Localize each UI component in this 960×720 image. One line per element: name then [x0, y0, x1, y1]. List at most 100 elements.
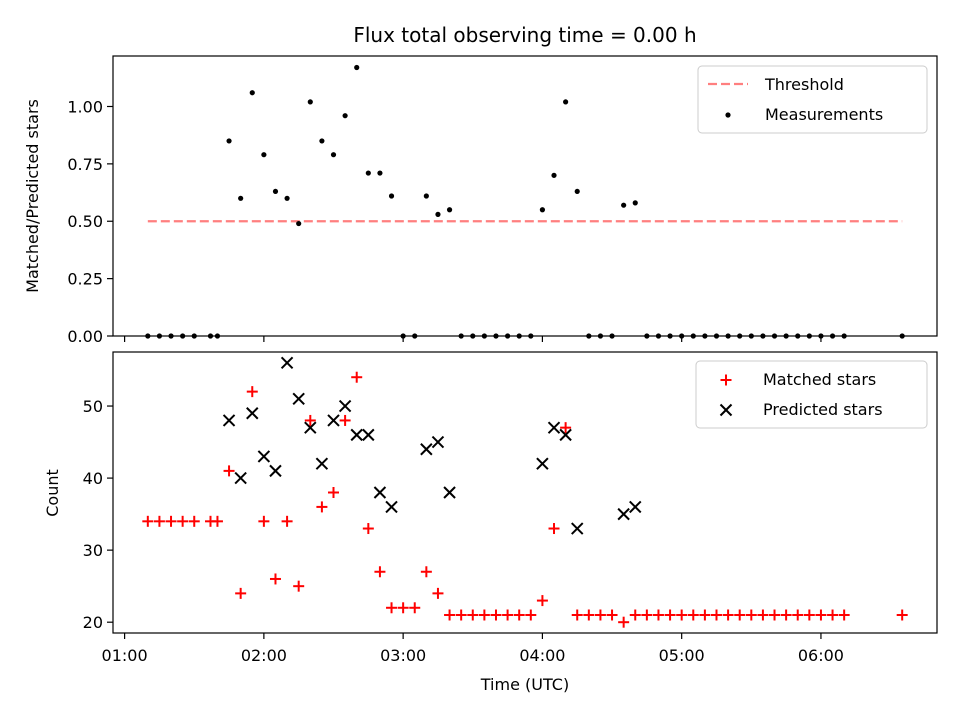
bottom-x-tick-label: 04:00 [519, 646, 565, 665]
measurement-point [249, 90, 255, 96]
matched-star-point [223, 465, 235, 477]
measurement-point [783, 333, 789, 339]
matched-star-point [177, 515, 189, 527]
predicted-star-point [443, 486, 456, 499]
measurement-point [632, 200, 638, 206]
matched-star-point [374, 566, 386, 578]
measurement-point [621, 202, 627, 208]
matched-star-point [304, 414, 316, 426]
matched-star-point [269, 573, 281, 585]
matched-star-point [316, 501, 328, 513]
predicted-star-point-b [327, 414, 340, 427]
top-y-tick-label: 1.00 [67, 97, 103, 116]
measurement-point [586, 333, 592, 339]
predicted-star-point [431, 435, 445, 449]
matched-star-point [432, 587, 444, 599]
legend-predicted-label: Predicted stars [763, 400, 883, 419]
measurement-point [551, 172, 557, 178]
predicted-star-point [269, 464, 282, 478]
predicted-star-point-b [304, 421, 317, 434]
predicted-star-point-b [269, 464, 282, 478]
legend-predicted-swatch [719, 403, 733, 417]
matched-star-point [420, 566, 432, 578]
matched-star-point [641, 609, 653, 621]
predicted-star-point [292, 392, 305, 406]
measurement-point [354, 64, 360, 71]
matched-star-point [153, 515, 165, 527]
matched-star-point [769, 609, 781, 621]
matched-star-point [235, 587, 247, 599]
matched-star-point [745, 609, 757, 621]
measurement-point [261, 152, 267, 158]
matched-star-point [560, 422, 572, 434]
predicted-star-point-b [629, 500, 642, 514]
predicted-star-point-b [431, 435, 445, 449]
matched-star-point [502, 609, 514, 621]
measurement-point [806, 333, 812, 339]
predicted-star-point [246, 407, 259, 420]
matched-star-point [827, 609, 839, 621]
matched-star-point [629, 609, 641, 621]
measurement-point [435, 211, 441, 217]
bottom-subplot: 20 30 40 50 01:00 02:00 03:00 04:00 05:00 06:00 Ma… [83, 351, 938, 665]
matched-star-point [571, 609, 583, 621]
measurement-point [400, 333, 406, 339]
predicted-star-point-b [617, 507, 630, 521]
bottom-y-tick-label: 20 [83, 613, 103, 632]
measurement-point [458, 333, 464, 339]
bottom-y-tick-label: 40 [83, 469, 103, 488]
measurement-point [470, 333, 476, 339]
matched-star-point [513, 609, 525, 621]
measurement-point [771, 333, 778, 339]
matched-star-point [246, 386, 258, 398]
matched-star-point [351, 371, 363, 383]
matched-star-point [664, 609, 676, 621]
bottom-x-tick-label: 06:00 [798, 646, 844, 665]
measurement-point [342, 113, 348, 119]
matched-star-point [687, 609, 699, 621]
matched-star-point [165, 515, 177, 527]
measurement-point [145, 333, 151, 339]
predicted-star-point [536, 457, 549, 470]
predicted-star-point-b [280, 356, 294, 370]
predicted-star-point-b [292, 392, 305, 406]
predicted-star-point-b [443, 486, 456, 499]
matched-star-point [710, 609, 722, 621]
predicted-star-point-b [385, 500, 398, 514]
legend-predicted-swatch-b [719, 403, 733, 417]
matched-star-point [896, 609, 908, 621]
measurement-point [841, 333, 847, 339]
measurement-point [446, 207, 453, 213]
measurement-point [365, 170, 371, 176]
predicted-star-point [327, 414, 340, 427]
bottom-x-tick-label: 02:00 [241, 646, 287, 665]
measurement-point [180, 333, 186, 339]
measurement-point [214, 333, 221, 339]
measurement-point [795, 333, 801, 339]
matched-star-point [815, 609, 827, 621]
predicted-star-point [315, 457, 329, 470]
measurement-point [191, 333, 197, 339]
measurement-point [725, 333, 731, 339]
measurement-point [563, 99, 569, 105]
matched-star-point [211, 515, 223, 527]
measurement-point [679, 333, 685, 339]
predicted-star-point [234, 471, 247, 485]
top-y-tick-label: 0.75 [67, 155, 103, 174]
measurement-point [737, 333, 743, 339]
measurement-point [644, 333, 650, 339]
matched-star-point [444, 609, 456, 621]
matched-star-point [142, 515, 154, 527]
measurement-point [574, 188, 580, 195]
bottom-x-tick-label: 03:00 [380, 646, 426, 665]
measurement-point [655, 333, 662, 339]
measurement-point [609, 333, 615, 339]
matched-star-point [722, 609, 734, 621]
bottom-legend: Matched stars Predicted stars [695, 360, 928, 429]
predicted-star-point-b [420, 443, 433, 456]
matched-star-point [293, 580, 305, 592]
matched-star-point [397, 602, 409, 614]
measurement-point [516, 333, 522, 339]
predicted-star-point-b [315, 457, 329, 470]
measurement-point [377, 170, 383, 176]
